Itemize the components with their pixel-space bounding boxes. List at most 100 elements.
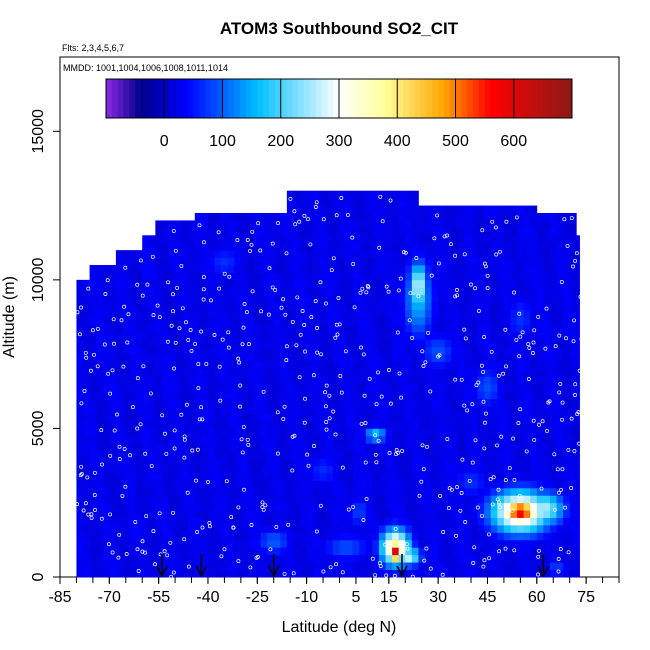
- heatmap-cell: [83, 450, 90, 459]
- heatmap-cell: [523, 428, 531, 437]
- heatmap-cell: [201, 302, 209, 310]
- sample-point: [284, 251, 289, 256]
- heatmap-cell: [142, 324, 150, 333]
- heatmap-cell: [556, 383, 564, 392]
- heatmap-cell: [286, 287, 294, 296]
- heatmap-cell: [563, 383, 571, 392]
- heatmap-cell: [490, 487, 498, 496]
- heatmap-cell: [339, 391, 347, 400]
- heatmap-cell: [247, 317, 255, 325]
- heatmap-cell: [161, 369, 169, 377]
- heatmap-cell: [418, 539, 426, 548]
- heatmap-cell: [497, 428, 505, 437]
- heatmap-cell: [293, 213, 301, 221]
- heatmap-cell: [148, 391, 156, 400]
- heatmap-cell: [227, 413, 235, 422]
- sample-point: [169, 574, 174, 579]
- heatmap-cell: [405, 346, 413, 355]
- heatmap-cell: [260, 361, 268, 370]
- heatmap-cell: [517, 473, 525, 481]
- heatmap-cell: [536, 287, 544, 296]
- heatmap-cell: [346, 227, 354, 236]
- heatmap-cell: [451, 279, 459, 288]
- heatmap-cell: [122, 443, 130, 452]
- heatmap-cell: [188, 324, 196, 333]
- heatmap-cell: [405, 376, 413, 385]
- heatmap-cell: [359, 317, 367, 325]
- heatmap-cell: [444, 398, 452, 407]
- heatmap-cell: [549, 272, 557, 281]
- heatmap-cell: [418, 443, 426, 452]
- heatmap-cell: [267, 398, 275, 407]
- heatmap-cell: [457, 272, 465, 281]
- heatmap-cell: [207, 235, 215, 244]
- sample-point: [469, 282, 473, 287]
- heatmap-cell: [227, 287, 235, 296]
- heatmap-cell: [563, 235, 571, 244]
- heatmap-cell: [155, 265, 163, 273]
- heatmap-cell: [484, 213, 492, 221]
- heatmap-cell: [352, 480, 360, 489]
- x-tick-label: 30: [429, 589, 447, 606]
- heatmap-cell: [181, 235, 189, 244]
- heatmap-cell: [286, 242, 294, 251]
- heatmap-cell: [247, 450, 255, 459]
- heatmap-cell: [214, 376, 222, 385]
- heatmap-cell: [385, 495, 393, 504]
- heatmap-cell: [378, 495, 386, 504]
- heatmap-cell: [115, 406, 123, 414]
- heatmap-cell: [352, 421, 360, 429]
- heatmap-cell: [168, 235, 176, 244]
- heatmap-cell: [234, 547, 242, 556]
- heatmap-cell: [471, 317, 479, 325]
- heatmap-cell: [457, 450, 465, 459]
- heatmap-cell: [497, 458, 505, 466]
- heatmap-cell: [201, 428, 209, 437]
- heatmap-cell: [286, 317, 294, 325]
- heatmap-cell: [346, 339, 354, 348]
- heatmap-cell: [267, 235, 275, 244]
- heatmap-cell: [411, 302, 419, 310]
- heatmap-cell: [444, 213, 452, 221]
- heatmap-cell: [214, 458, 222, 466]
- sample-point: [512, 548, 517, 553]
- heatmap-cell: [96, 279, 104, 288]
- heatmap-cell: [214, 361, 222, 370]
- heatmap-cell: [240, 569, 248, 578]
- heatmap-cell: [280, 554, 288, 563]
- heatmap-cell: [267, 346, 275, 355]
- heatmap-cell: [523, 354, 531, 362]
- heatmap-cell: [240, 376, 248, 385]
- heatmap-cell: [523, 235, 531, 244]
- sample-point: [95, 364, 100, 369]
- heatmap-cell: [142, 383, 150, 392]
- heatmap-cell: [135, 339, 143, 348]
- heatmap-cell: [543, 525, 551, 533]
- heatmap-cell: [293, 250, 301, 258]
- heatmap-cell: [359, 361, 367, 370]
- heatmap-cell: [221, 361, 229, 370]
- heatmap-cell: [372, 480, 380, 489]
- heatmap-cell: [227, 383, 235, 392]
- heatmap-cell: [234, 458, 242, 466]
- heatmap-cell: [201, 265, 209, 273]
- heatmap-cell: [188, 302, 196, 310]
- sample-point: [117, 532, 122, 537]
- sample-point: [544, 306, 549, 311]
- heatmap-cell: [181, 279, 189, 288]
- heatmap-cell: [444, 383, 452, 392]
- heatmap-cell: [451, 235, 459, 244]
- heatmap-cell: [477, 294, 485, 303]
- sample-point: [455, 485, 460, 490]
- heatmap-cell: [451, 502, 459, 511]
- heatmap-cell: [247, 554, 255, 563]
- heatmap-cell: [306, 547, 314, 556]
- heatmap-cell: [365, 435, 373, 444]
- heatmap-cell: [359, 354, 367, 362]
- heatmap-cell: [431, 369, 439, 377]
- heatmap-cell: [122, 517, 130, 526]
- heatmap-cell: [536, 450, 544, 459]
- heatmap-cell: [457, 213, 465, 221]
- heatmap-cell: [418, 213, 426, 221]
- sample-point: [321, 569, 326, 574]
